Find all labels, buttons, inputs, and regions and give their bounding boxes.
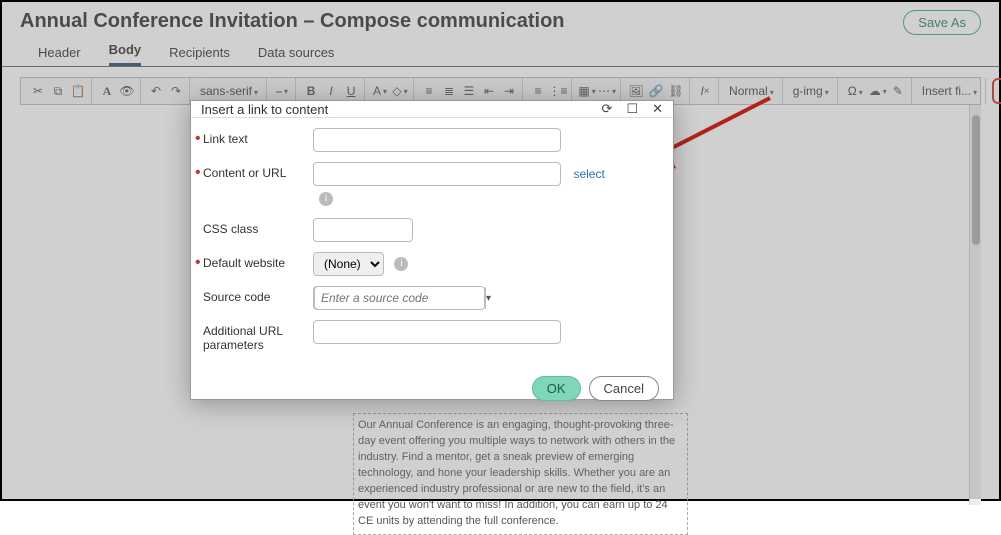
insert-link-highlight: Insert link	[992, 78, 1001, 104]
insert-field-select[interactable]: Insert fi...	[918, 84, 981, 98]
tab-data-sources[interactable]: Data sources	[258, 45, 335, 66]
modal-title: Insert a link to content	[201, 102, 328, 117]
find-icon[interactable]: A	[98, 82, 116, 100]
align-left-icon[interactable]: ≡	[420, 82, 438, 100]
italic-button[interactable]: I	[322, 82, 340, 100]
image-icon[interactable]: 🖼	[627, 82, 645, 100]
css-class-input[interactable]	[313, 218, 413, 242]
align-right-icon[interactable]: ☰	[460, 82, 478, 100]
additional-params-input[interactable]	[313, 320, 561, 344]
editor-body-text[interactable]: Our Annual Conference is an engaging, th…	[353, 413, 688, 535]
image-kind-select[interactable]: g-img	[789, 84, 833, 98]
label-link-text: Link text	[203, 128, 313, 146]
more-icon[interactable]: ⋯	[598, 82, 616, 100]
table-icon[interactable]: ▦	[578, 82, 596, 100]
scrollbar-thumb[interactable]	[972, 115, 980, 245]
scrollbar[interactable]	[969, 105, 981, 505]
source-code-input[interactable]	[314, 286, 485, 310]
tabs: Header Body Recipients Data sources	[2, 37, 999, 67]
source-code-dropdown[interactable]: ▾	[485, 287, 491, 309]
highlight-button[interactable]: ◇	[391, 82, 409, 100]
font-family-select[interactable]: sans-serif	[196, 84, 262, 98]
outdent-icon[interactable]: ⇤	[480, 82, 498, 100]
cut-icon[interactable]: ✂	[29, 82, 47, 100]
view-icon[interactable]: 👁	[118, 82, 136, 100]
ordered-list-icon[interactable]: ≡	[529, 82, 547, 100]
font-size-select[interactable]: ⎯	[273, 82, 291, 100]
paragraph-format-select[interactable]: Normal	[725, 84, 778, 98]
cloud-icon[interactable]: ☁	[869, 82, 887, 100]
tab-body[interactable]: Body	[109, 42, 142, 66]
label-source-code: Source code	[203, 286, 313, 304]
redo-icon[interactable]: ↷	[167, 82, 185, 100]
info-icon[interactable]: i	[394, 257, 408, 271]
unordered-list-icon[interactable]: ⋮≡	[549, 82, 567, 100]
page-title: Annual Conference Invitation – Compose c…	[2, 2, 999, 37]
tab-recipients[interactable]: Recipients	[169, 45, 230, 66]
refresh-icon[interactable]: ⟳	[602, 101, 613, 117]
link-text-input[interactable]	[313, 128, 561, 152]
bold-button[interactable]: B	[302, 82, 320, 100]
label-additional-params: Additional URL parameters	[203, 320, 313, 352]
link-icon[interactable]: 🔗	[647, 82, 665, 100]
brush-icon[interactable]: ✎	[889, 82, 907, 100]
save-as-button[interactable]: Save As	[903, 10, 981, 35]
clear-format-icon[interactable]: I×	[696, 82, 714, 100]
cancel-button[interactable]: Cancel	[589, 376, 659, 401]
unlink-icon[interactable]: ⛓	[667, 82, 685, 100]
text-color-button[interactable]: A	[371, 82, 389, 100]
undo-icon[interactable]: ↶	[147, 82, 165, 100]
close-icon[interactable]: ✕	[652, 101, 663, 117]
special-char-select[interactable]: Ω	[844, 84, 867, 98]
indent-icon[interactable]: ⇥	[500, 82, 518, 100]
label-content-url: Content or URL	[203, 162, 313, 180]
paste-icon[interactable]: 📋	[69, 82, 87, 100]
insert-link-modal: Insert a link to content ⟳ ☐ ✕ Link text…	[190, 100, 674, 400]
ok-button[interactable]: OK	[532, 376, 581, 401]
label-css-class: CSS class	[203, 218, 313, 236]
label-default-website: Default website	[203, 252, 313, 270]
info-icon[interactable]: i	[319, 192, 333, 206]
copy-icon[interactable]: ⧉	[49, 82, 67, 100]
maximize-icon[interactable]: ☐	[626, 101, 638, 117]
default-website-select[interactable]: (None)	[313, 252, 384, 276]
content-url-input[interactable]	[313, 162, 561, 186]
align-center-icon[interactable]: ≣	[440, 82, 458, 100]
select-link[interactable]: select	[573, 167, 604, 181]
underline-button[interactable]: U	[342, 82, 360, 100]
tab-header[interactable]: Header	[38, 45, 81, 66]
